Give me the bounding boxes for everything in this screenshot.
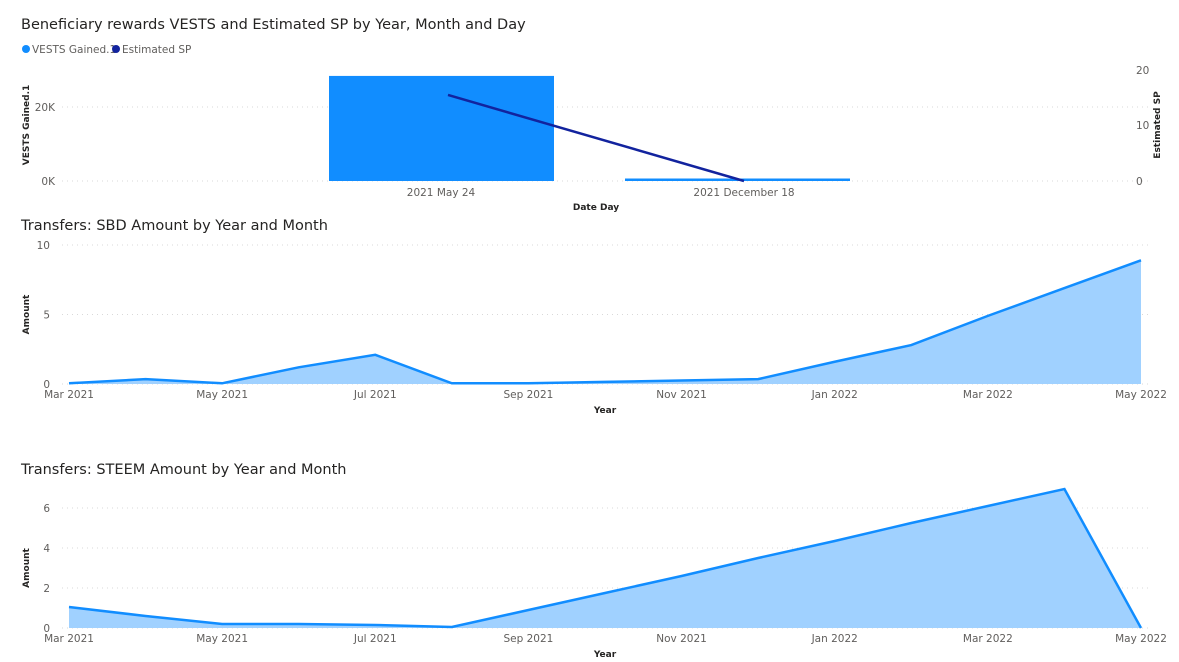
x-tick-label: Nov 2021 <box>656 633 707 645</box>
y2-axis-title: Estimated SP <box>1153 91 1163 159</box>
y2-tick-label: 20 <box>1136 65 1149 77</box>
x-tick-label: Mar 2022 <box>963 389 1013 401</box>
x-tick-label: May 2021 <box>196 633 248 645</box>
chart-title: Transfers: STEEM Amount by Year and Mont… <box>20 462 347 478</box>
y-axis-title: Amount <box>22 547 32 587</box>
y-axis-title: Amount <box>22 294 32 334</box>
y-tick-label: 0 <box>43 623 50 635</box>
x-tick-label: Jan 2022 <box>811 633 858 645</box>
x-tick-label: Mar 2022 <box>963 633 1013 645</box>
y2-tick-label: 10 <box>1136 120 1149 132</box>
x-axis-title: Date Day <box>573 203 619 213</box>
x-tick-label: Mar 2021 <box>44 633 94 645</box>
area-line <box>68 259 1142 385</box>
y-tick-label: 4 <box>43 543 50 555</box>
y-tick-label: 2 <box>43 583 50 595</box>
y-tick-label: 0K <box>41 176 56 188</box>
x-tick-label: 2021 December 18 <box>693 187 794 199</box>
y-tick-label: 10 <box>37 240 50 252</box>
x-tick-label: May 2021 <box>196 389 248 401</box>
y-tick-label: 0 <box>43 379 50 391</box>
y2-tick-label: 0 <box>1136 176 1143 188</box>
x-axis-title: Year <box>593 650 617 660</box>
y-axis-title: VESTS Gained.1 <box>22 85 32 166</box>
area-fill <box>69 489 1141 628</box>
x-tick-label: Nov 2021 <box>656 389 707 401</box>
x-tick-label: Jul 2021 <box>353 633 397 645</box>
x-tick-label: May 2022 <box>1115 389 1167 401</box>
x-tick-label: Jan 2022 <box>811 389 858 401</box>
x-tick-label: Mar 2021 <box>44 389 94 401</box>
y-tick-label: 6 <box>43 503 50 515</box>
y-tick-label: 20K <box>35 102 56 114</box>
x-tick-label: Jul 2021 <box>353 389 397 401</box>
legend-marker-vests <box>22 45 30 53</box>
x-axis-title: Year <box>593 406 617 416</box>
chart-title: Beneficiary rewards VESTS and Estimated … <box>21 17 526 33</box>
x-tick-label: Sep 2021 <box>503 389 553 401</box>
line-estimated-sp <box>447 93 745 183</box>
y-tick-label: 5 <box>43 310 50 322</box>
chart-title: Transfers: SBD Amount by Year and Month <box>20 218 328 234</box>
x-tick-label: May 2022 <box>1115 633 1167 645</box>
area-line <box>68 487 1143 629</box>
x-tick-label: Sep 2021 <box>503 633 553 645</box>
area-fill <box>69 260 1141 384</box>
legend-label-sp: Estimated SP <box>122 44 191 56</box>
bar-vests <box>329 75 554 181</box>
x-tick-label: 2021 May 24 <box>407 187 476 199</box>
legend-label-vests: VESTS Gained.1 <box>32 44 116 56</box>
legend-marker-sp <box>112 45 120 53</box>
